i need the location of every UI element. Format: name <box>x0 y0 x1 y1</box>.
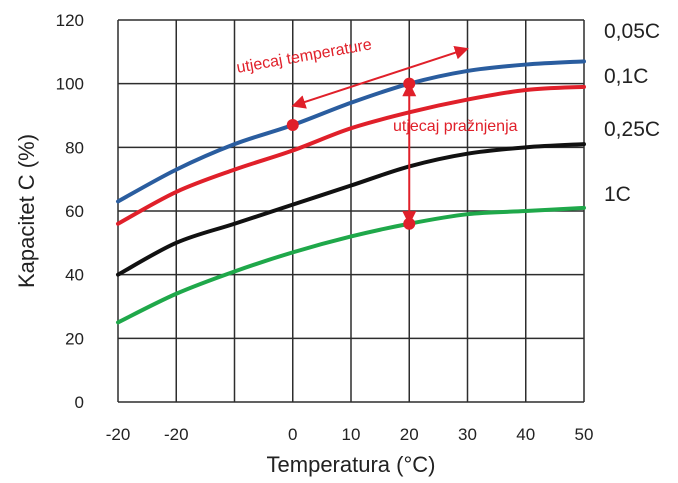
x-tick-label-1: -20 <box>164 425 189 444</box>
x-tick-label-6: 40 <box>516 425 535 444</box>
series-labels: 0,05C 0,1C 0,25C 1C <box>604 20 660 206</box>
y-tick-label-0: 0 <box>75 393 84 412</box>
x-tick-label-0: -20 <box>106 425 131 444</box>
y-tick-label-4: 80 <box>65 138 84 157</box>
series-label-1: 0,1C <box>604 65 648 88</box>
x-tick-label-5: 30 <box>458 425 477 444</box>
series-line-3 <box>116 205 586 325</box>
x-tick-label-3: 10 <box>342 425 361 444</box>
x-tick-label-7: 50 <box>575 425 594 444</box>
series-label-0: 0,05C <box>604 20 660 43</box>
y-tick-label-1: 20 <box>65 329 84 348</box>
series-label-3: 1C <box>604 183 631 206</box>
y-axis-tick-labels: 0 20 40 60 80 100 120 <box>56 11 84 412</box>
series-line-1 <box>116 84 586 226</box>
annotation-point-1 <box>403 77 416 90</box>
y-tick-label-2: 40 <box>65 266 84 285</box>
y-axis-label: Kapacitet C (%) <box>14 134 39 288</box>
discharge-effect-label: utjecaj pražnjenja <box>393 118 518 135</box>
series-line-2 <box>116 142 586 277</box>
x-axis-tick-labels: -20 -20 0 10 20 30 40 50 <box>106 425 594 444</box>
y-tick-label-3: 60 <box>65 202 84 221</box>
annotation-point-0 <box>286 119 299 132</box>
x-tick-label-4: 20 <box>400 425 419 444</box>
x-tick-label-2: 0 <box>288 425 297 444</box>
temperature-effect-arrow <box>291 45 469 109</box>
y-tick-label-6: 120 <box>56 11 84 30</box>
series-label-2: 0,25C <box>604 118 660 141</box>
x-axis-label: Temperatura (°C) <box>267 452 436 477</box>
annotation-point-2 <box>403 217 416 230</box>
y-tick-label-5: 100 <box>56 75 84 94</box>
